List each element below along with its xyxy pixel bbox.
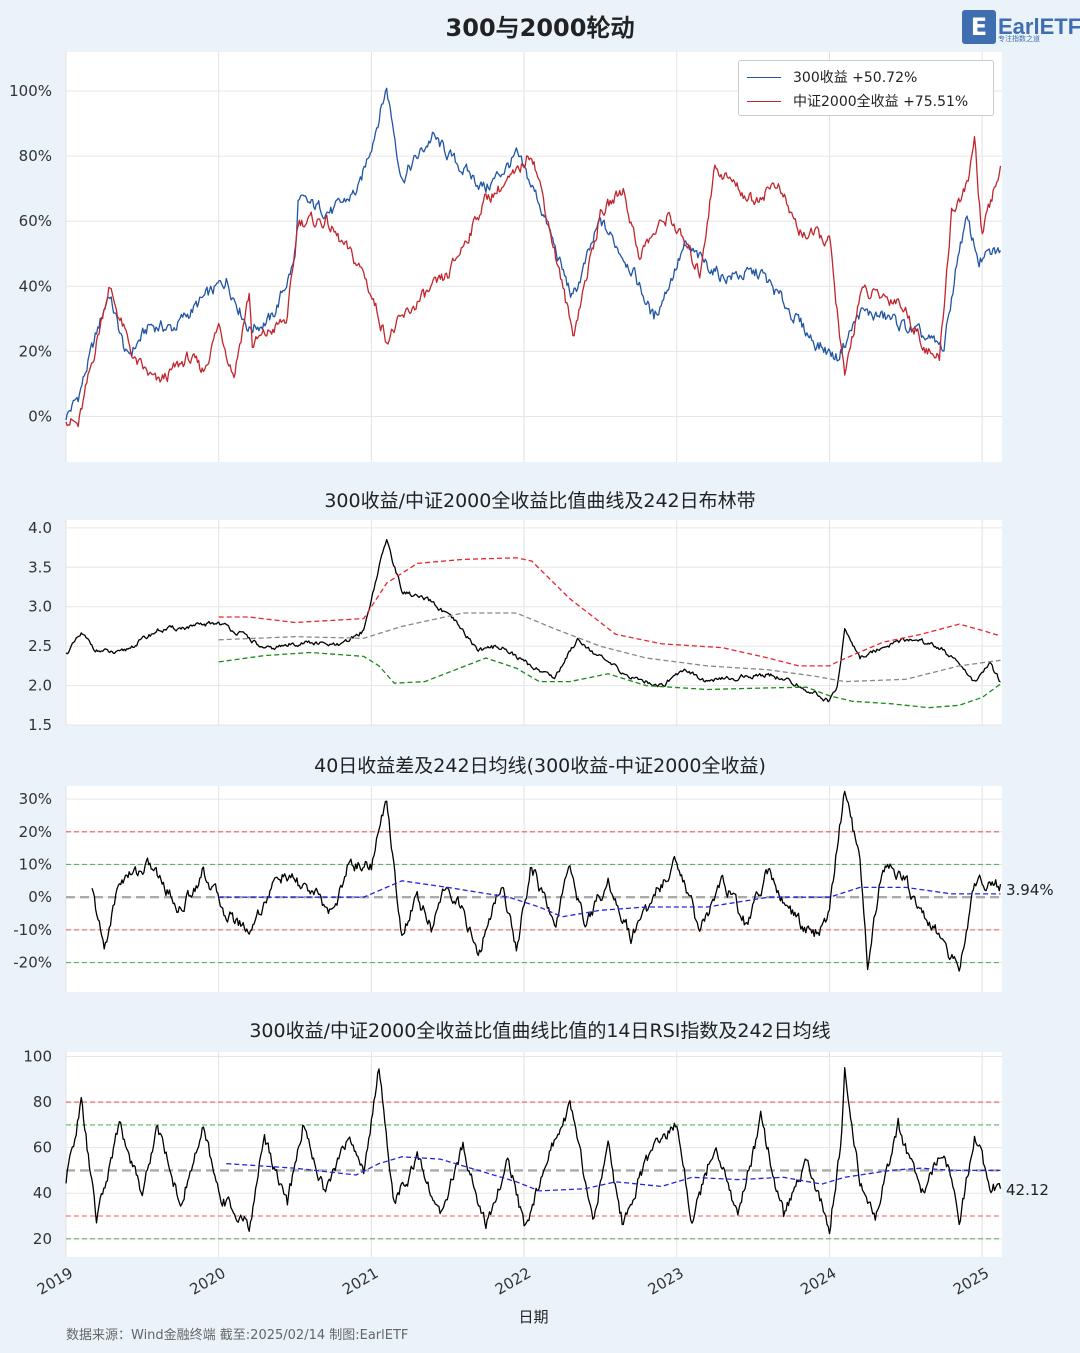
legend: 300收益 +50.72% 中证2000全收益 +75.51% (738, 60, 994, 116)
panel1-ytick-label: 40% (19, 277, 52, 295)
panel3-ytick-label: 20% (19, 823, 52, 841)
panel2-series-line-2 (218, 557, 1001, 667)
panel3-ytick-label: 0% (28, 888, 52, 906)
panel1-ytick-label: 60% (19, 212, 52, 230)
panel2-ytick-label: 3.0 (28, 598, 52, 616)
panel3-background (66, 786, 1002, 992)
x-tick-label-2024: 2024 (797, 1264, 839, 1299)
panel3-series-line-1 (91, 790, 1002, 972)
x-tick-label-2019: 2019 (34, 1264, 76, 1299)
panel3-series-line-2 (218, 880, 1001, 918)
panel1-series-line-2 (65, 136, 1002, 428)
panel4-series-line-1 (65, 1067, 1002, 1235)
logo-subtitle: 专注指数之道 (998, 35, 1040, 43)
legend-swatch-2000 (747, 100, 781, 102)
panel4-title: 300收益/中证2000全收益比值曲线比值的14日RSI指数及242日均线 (249, 1020, 831, 1042)
panel2-ytick-label: 2.0 (28, 677, 52, 695)
panel2-background (66, 520, 1002, 725)
panel4-ytick-label: 60 (33, 1139, 52, 1157)
x-tick-label-2021: 2021 (339, 1264, 381, 1299)
panel3-title: 40日收益差及242日均线(300收益-中证2000全收益) (314, 755, 766, 777)
panel3-end-value-label: 3.94% (1006, 881, 1054, 899)
x-tick-label-2025: 2025 (950, 1264, 992, 1299)
panel1-ytick-label: 80% (19, 147, 52, 165)
legend-item-2000: 中证2000全收益 +75.51% (747, 91, 968, 111)
panel4-ytick-label: 20 (33, 1230, 52, 1248)
panel4-end-value-label: 42.12 (1006, 1181, 1049, 1199)
legend-item-300: 300收益 +50.72% (747, 67, 917, 87)
legend-label-300: 300收益 +50.72% (793, 70, 918, 86)
panel2-title: 300收益/中证2000全收益比值曲线及242日布林带 (324, 490, 756, 512)
panel2-ytick-label: 3.5 (28, 558, 52, 576)
panel2-ytick-label: 4.0 (28, 519, 52, 537)
legend-label-2000: 中证2000全收益 +75.51% (793, 94, 969, 110)
source-note: 数据来源：Wind金融终端 截至:2025/02/14 制图:EarlETF (66, 1328, 409, 1343)
panel4-ytick-label: 100 (23, 1048, 52, 1066)
panel2-series-line-4 (218, 651, 1001, 709)
panel3-ytick-label: -20% (13, 954, 52, 972)
panel2-ytick-label: 1.5 (28, 716, 52, 734)
earletf-logo: E EarlETF 专注指数之道 (962, 10, 1080, 44)
panel2-series-line-1 (65, 538, 1001, 703)
x-tick-label-2023: 2023 (645, 1264, 687, 1299)
panel3-ytick-label: 30% (19, 790, 52, 808)
x-tick-label-2020: 2020 (187, 1264, 229, 1299)
panel2-ytick-label: 2.5 (28, 637, 52, 655)
panel1-ytick-label: 0% (28, 407, 52, 425)
x-tick-label-2022: 2022 (492, 1264, 534, 1299)
logo-mark-icon: E (962, 10, 996, 44)
panel1-background (66, 52, 1002, 462)
x-axis-label: 日期 (518, 1308, 549, 1326)
panel1-ytick-label: 100% (9, 82, 52, 100)
panel1-ytick-label: 20% (19, 342, 52, 360)
legend-swatch-300 (747, 76, 781, 78)
panel3-ytick-label: 10% (19, 855, 52, 873)
panel4-background (66, 1052, 1002, 1257)
panel4-series-line-2 (226, 1156, 1001, 1192)
chart-main-title: 300与2000轮动 (445, 14, 635, 42)
panel4-ytick-label: 40 (33, 1184, 52, 1202)
logo-text: EarlETF (998, 14, 1080, 39)
panel3-ytick-label: -10% (13, 921, 52, 939)
panel4-ytick-label: 80 (33, 1093, 52, 1111)
